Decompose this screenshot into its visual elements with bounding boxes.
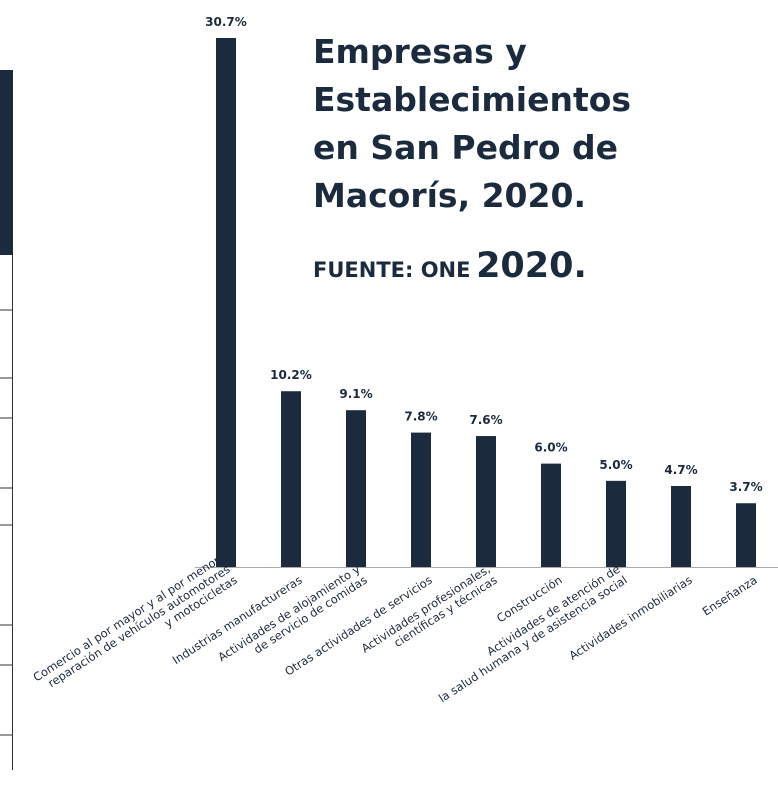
value-label: 9.1% <box>339 387 372 401</box>
x-tick-label: Comercio al por mayor y al por menor;rep… <box>30 551 239 706</box>
value-label: 3.7% <box>729 480 762 494</box>
table-fragment <box>0 255 13 770</box>
bar <box>606 480 626 567</box>
x-tick-label: Enseñanza <box>700 573 760 619</box>
bar <box>541 463 561 567</box>
source: FUENTE: ONE 2020. <box>313 246 587 286</box>
bar <box>216 38 236 567</box>
value-label: 7.8% <box>404 410 437 424</box>
bar <box>346 410 366 567</box>
bar <box>281 391 301 567</box>
value-label: 10.2% <box>270 368 312 382</box>
bar <box>476 436 496 567</box>
value-label: 6.0% <box>534 441 567 455</box>
value-label: 5.0% <box>599 458 632 472</box>
bar <box>411 432 431 567</box>
bar <box>736 503 756 567</box>
source-year: 2020. <box>476 246 587 286</box>
chart-title: Empresas y Establecimientos en San Pedro… <box>313 32 632 215</box>
value-label: 30.7% <box>205 15 247 29</box>
bar <box>671 486 691 567</box>
value-label: 4.7% <box>664 463 697 477</box>
table-header-fragment <box>0 70 13 255</box>
source-label: FUENTE: ONE <box>313 258 471 282</box>
value-label: 7.6% <box>469 413 502 427</box>
